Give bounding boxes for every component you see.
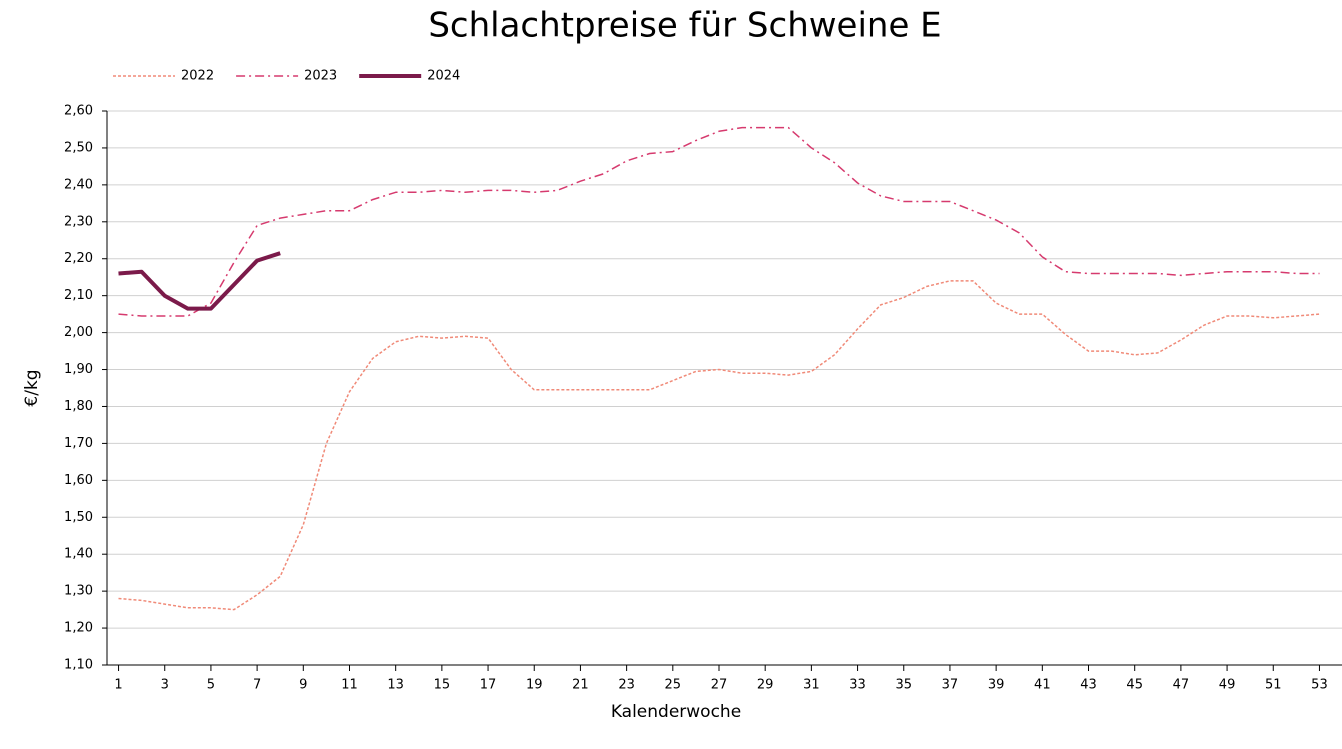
y-tick-label: 1,10 (64, 658, 93, 673)
legend-label: 2022 (181, 69, 214, 84)
y-tick-label: 2,20 (64, 251, 93, 266)
x-tick-label: 15 (434, 678, 451, 693)
y-axis-title: €/kg (22, 369, 42, 406)
x-tick-label: 1 (114, 678, 122, 693)
x-tick-label: 5 (207, 678, 215, 693)
x-tick-label: 51 (1265, 678, 1282, 693)
x-tick-label: 7 (253, 678, 261, 693)
x-tick-label: 37 (942, 678, 959, 693)
y-tick-label: 1,30 (64, 584, 93, 599)
x-tick-label: 25 (665, 678, 682, 693)
legend-label: 2024 (427, 69, 460, 84)
x-tick-label: 23 (618, 678, 635, 693)
y-tick-label: 1,70 (64, 436, 93, 451)
y-tick-label: 1,20 (64, 621, 93, 636)
x-tick-label: 31 (803, 678, 820, 693)
y-tick-label: 1,60 (64, 473, 93, 488)
y-tick-label: 1,90 (64, 362, 93, 377)
y-tick-label: 2,30 (64, 214, 93, 229)
x-tick-label: 53 (1311, 678, 1328, 693)
x-tick-label: 11 (341, 678, 358, 693)
y-tick-label: 2,10 (64, 288, 93, 303)
x-tick-label: 49 (1219, 678, 1236, 693)
x-tick-label: 41 (1034, 678, 1051, 693)
x-tick-label: 43 (1080, 678, 1097, 693)
x-tick-label: 21 (572, 678, 589, 693)
chart-title: Schlachtpreise für Schweine E (428, 6, 941, 46)
y-tick-label: 1,80 (64, 399, 93, 414)
x-axis-title: Kalenderwoche (611, 702, 741, 722)
x-tick-label: 33 (849, 678, 866, 693)
legend-label: 2023 (304, 69, 337, 84)
x-tick-label: 39 (988, 678, 1005, 693)
y-tick-label: 2,40 (64, 177, 93, 192)
x-tick-label: 29 (757, 678, 774, 693)
x-tick-label: 27 (711, 678, 728, 693)
x-tick-label: 3 (161, 678, 169, 693)
x-tick-label: 45 (1126, 678, 1143, 693)
x-tick-label: 17 (480, 678, 497, 693)
x-tick-label: 9 (299, 678, 307, 693)
y-tick-label: 2,60 (64, 104, 93, 119)
series-line (118, 280, 1320, 611)
x-tick-label: 47 (1173, 678, 1190, 693)
y-tick-label: 1,40 (64, 547, 93, 562)
y-tick-label: 1,50 (64, 510, 93, 525)
series-line (118, 126, 1320, 317)
y-tick-label: 2,00 (64, 325, 93, 340)
series-line (118, 251, 281, 311)
x-tick-label: 35 (895, 678, 912, 693)
y-tick-label: 2,50 (64, 140, 93, 155)
x-tick-label: 19 (526, 678, 543, 693)
x-tick-label: 13 (387, 678, 404, 693)
